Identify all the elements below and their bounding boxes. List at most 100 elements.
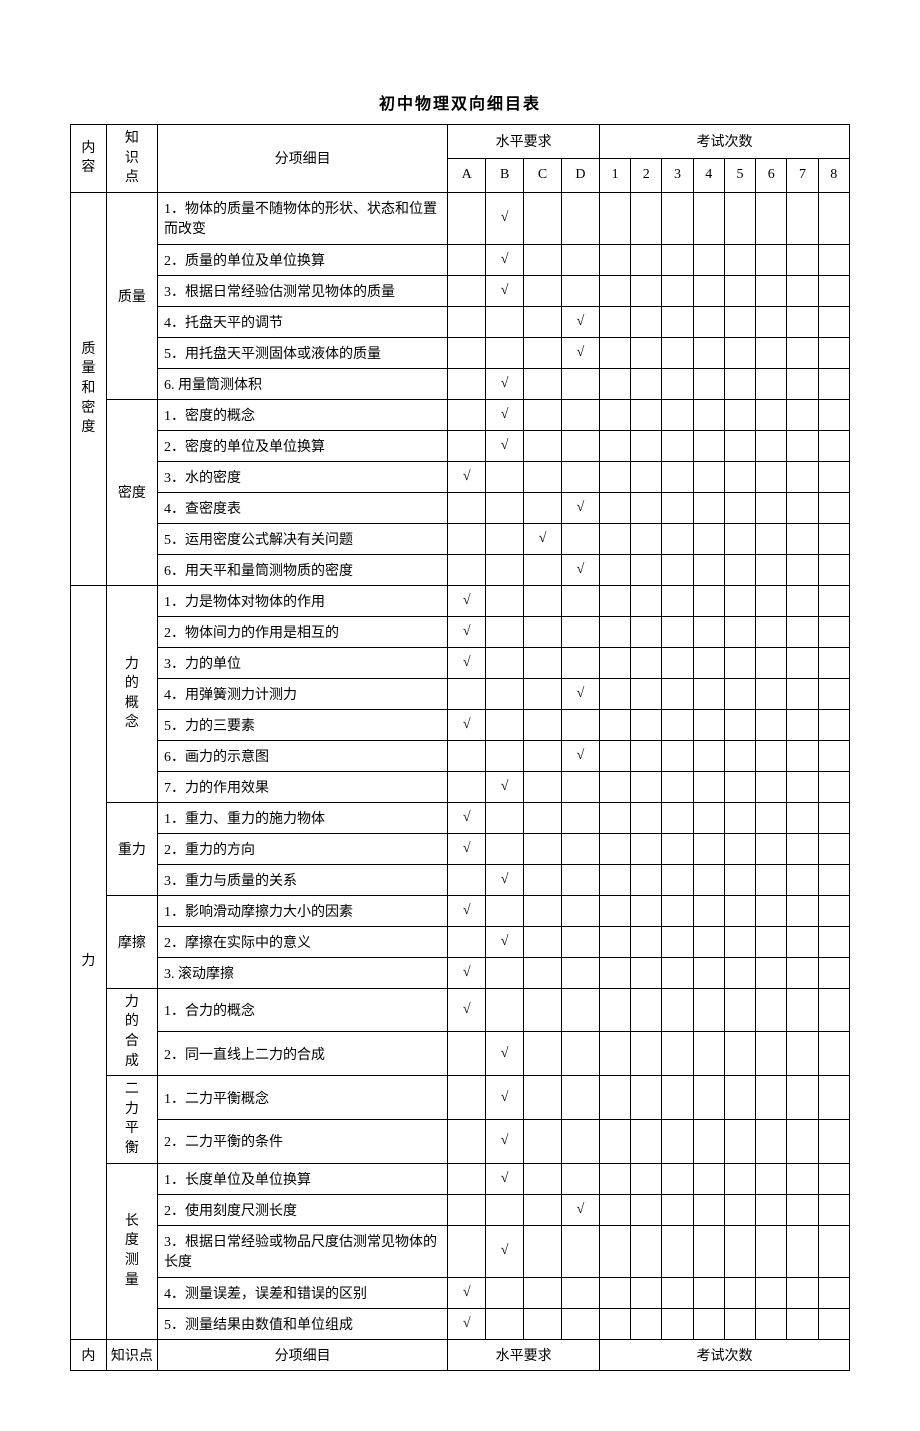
header-count: 考试次数 — [599, 125, 849, 159]
level-cell — [524, 1277, 562, 1308]
knowledge-cell: 二力平衡 — [106, 1076, 157, 1163]
level-cell: √ — [562, 678, 600, 709]
level-cell — [524, 554, 562, 585]
count-cell — [693, 740, 724, 771]
count-cell — [787, 1308, 818, 1339]
count-cell — [662, 833, 693, 864]
count-cell — [693, 523, 724, 554]
count-cell — [631, 647, 662, 678]
level-cell: √ — [486, 1032, 524, 1076]
knowledge-cell: 重力 — [106, 802, 157, 895]
count-cell — [662, 988, 693, 1032]
level-cell: √ — [562, 492, 600, 523]
detail-cell: 2．质量的单位及单位换算 — [158, 244, 448, 275]
level-cell: √ — [486, 192, 524, 244]
level-cell — [524, 678, 562, 709]
level-cell — [486, 523, 524, 554]
detail-cell: 6．画力的示意图 — [158, 740, 448, 771]
page-title: 初中物理双向细目表 — [70, 90, 850, 114]
count-cell — [662, 957, 693, 988]
count-cell — [818, 647, 849, 678]
level-cell — [486, 554, 524, 585]
level-cell — [524, 492, 562, 523]
level-cell — [562, 275, 600, 306]
count-cell — [662, 740, 693, 771]
count-cell — [599, 1194, 630, 1225]
count-cell — [693, 709, 724, 740]
count-cell — [693, 678, 724, 709]
count-cell — [631, 1076, 662, 1120]
count-cell — [756, 523, 787, 554]
level-cell — [562, 1225, 600, 1277]
level-cell: √ — [486, 771, 524, 802]
count-cell — [693, 864, 724, 895]
level-cell: √ — [486, 1225, 524, 1277]
header-level: 水平要求 — [448, 125, 600, 159]
count-cell — [631, 244, 662, 275]
level-cell — [486, 337, 524, 368]
header-level-col: D — [562, 158, 600, 192]
level-cell: √ — [486, 1163, 524, 1194]
level-cell — [448, 430, 486, 461]
count-cell — [724, 1076, 755, 1120]
count-cell — [631, 337, 662, 368]
detail-cell: 3．重力与质量的关系 — [158, 864, 448, 895]
level-cell — [524, 1194, 562, 1225]
count-cell — [662, 771, 693, 802]
count-cell — [631, 192, 662, 244]
count-cell — [756, 864, 787, 895]
level-cell: √ — [486, 926, 524, 957]
level-cell — [524, 585, 562, 616]
count-cell — [787, 1163, 818, 1194]
level-cell: √ — [562, 554, 600, 585]
level-cell: √ — [448, 1277, 486, 1308]
level-cell — [524, 1076, 562, 1120]
footer-count: 考试次数 — [599, 1339, 849, 1370]
count-cell — [662, 523, 693, 554]
count-cell — [631, 1225, 662, 1277]
category-cell: 质量和密度 — [71, 192, 107, 585]
count-cell — [631, 399, 662, 430]
count-cell — [818, 1308, 849, 1339]
count-cell — [693, 647, 724, 678]
level-cell — [448, 771, 486, 802]
count-cell — [599, 616, 630, 647]
level-cell — [486, 306, 524, 337]
count-cell — [756, 275, 787, 306]
count-cell — [662, 1225, 693, 1277]
category-cell: 力 — [71, 585, 107, 1339]
count-cell — [787, 430, 818, 461]
count-cell — [599, 1308, 630, 1339]
count-cell — [693, 1119, 724, 1163]
level-cell — [562, 771, 600, 802]
count-cell — [756, 1032, 787, 1076]
count-cell — [756, 802, 787, 833]
count-cell — [724, 926, 755, 957]
count-cell — [818, 1032, 849, 1076]
count-cell — [724, 957, 755, 988]
count-cell — [693, 802, 724, 833]
level-cell — [448, 864, 486, 895]
level-cell — [524, 1119, 562, 1163]
count-cell — [599, 192, 630, 244]
count-cell — [818, 616, 849, 647]
count-cell — [599, 771, 630, 802]
count-cell — [631, 492, 662, 523]
level-cell — [486, 957, 524, 988]
level-cell — [486, 1277, 524, 1308]
count-cell — [756, 647, 787, 678]
level-cell — [524, 1163, 562, 1194]
level-cell: √ — [486, 275, 524, 306]
level-cell — [524, 957, 562, 988]
count-cell — [787, 957, 818, 988]
count-cell — [724, 523, 755, 554]
detail-cell: 5．力的三要素 — [158, 709, 448, 740]
count-cell — [818, 461, 849, 492]
count-cell — [724, 430, 755, 461]
detail-cell: 7．力的作用效果 — [158, 771, 448, 802]
count-cell — [724, 647, 755, 678]
count-cell — [693, 1277, 724, 1308]
level-cell — [562, 244, 600, 275]
detail-cell: 6. 用量筒测体积 — [158, 368, 448, 399]
count-cell — [724, 678, 755, 709]
